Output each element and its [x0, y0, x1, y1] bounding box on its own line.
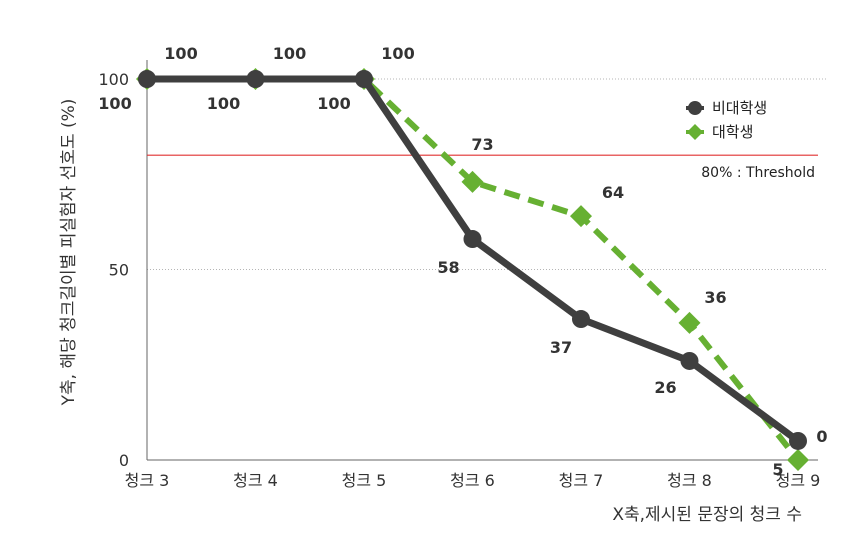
x-tick-label: 청크 9	[776, 471, 821, 490]
data-point	[789, 431, 807, 450]
data-label: 58	[437, 258, 459, 277]
data-label: 100	[381, 44, 414, 63]
data-label: 100	[273, 44, 306, 63]
data-label: 100	[98, 94, 131, 113]
x-tick-label: 청크 6	[450, 471, 495, 490]
threshold-label: 80% : Threshold	[701, 165, 815, 181]
grid-lines	[147, 78, 828, 270]
x-tick-label: 청크 7	[559, 471, 604, 490]
x-tick-label: 청크 5	[342, 471, 387, 490]
y-tick-label: 0	[119, 451, 129, 470]
data-point	[463, 230, 482, 249]
x-tick-labels: 청크 3 청크 4 청크 5 청크 6 청크 7 청크 8 청크 9	[125, 471, 821, 490]
x-tick-label: 청크 3	[125, 471, 170, 490]
data-point	[461, 170, 484, 193]
data-label: 5	[772, 460, 783, 479]
legend-label: 대학생	[712, 123, 753, 141]
data-label: 100	[164, 44, 197, 63]
y-axis-title: Y축, 해당 청크길이별 피실험자 선호도 (%)	[59, 99, 79, 407]
threshold-line: 80% : Threshold	[147, 154, 818, 181]
data-point	[787, 449, 809, 471]
data-label: 73	[471, 135, 493, 154]
data-point	[138, 70, 156, 88]
data-point	[570, 205, 592, 228]
data-label: 100	[207, 94, 240, 113]
data-point	[680, 351, 699, 370]
legend-label: 비대학생	[712, 99, 767, 117]
y-tick-label: 100	[98, 70, 129, 89]
data-label: 36	[704, 288, 726, 307]
data-labels: 100 100 100 58 37 26 5 100 100 100 73 64 36 0	[98, 44, 827, 479]
legend-marker-diamond	[687, 124, 703, 140]
series-group	[136, 68, 809, 471]
data-point	[678, 311, 701, 334]
y-tick-labels: 0 50 100	[98, 70, 129, 470]
data-point	[572, 310, 590, 329]
data-label: 64	[602, 183, 624, 202]
data-label: 100	[317, 94, 350, 113]
legend-marker-circle	[688, 101, 702, 115]
data-label: 37	[550, 338, 572, 357]
x-tick-label: 청크 4	[233, 471, 278, 490]
y-tick-label: 50	[109, 261, 129, 280]
data-point	[246, 70, 265, 88]
x-axis-title: X축,제시된 문장의 청크 수	[612, 505, 802, 525]
data-label: 0	[816, 427, 827, 446]
x-tick-label: 청크 8	[667, 471, 712, 490]
data-label: 26	[654, 378, 676, 397]
data-point	[355, 70, 373, 88]
